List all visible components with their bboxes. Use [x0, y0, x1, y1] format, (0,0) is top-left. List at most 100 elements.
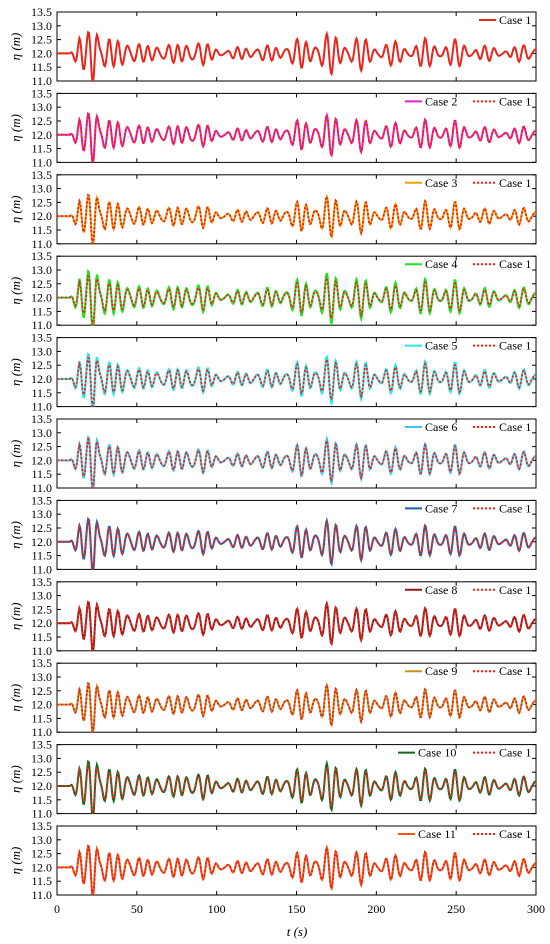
series-line-reference-case-1 [57, 519, 536, 570]
y-tick-label: 13.0 [31, 833, 52, 847]
y-tick-label: 11.5 [31, 793, 52, 807]
y-axis-label: η (m) [8, 195, 23, 223]
panel-9: 11.011.512.012.513.013.5η (m)Case 9 Case … [8, 656, 537, 739]
series-line-case-3 [57, 193, 536, 244]
y-tick-label: 11.0 [31, 400, 52, 414]
legend-label: Case 7 [425, 501, 457, 515]
legend-label: Case 6 [425, 420, 457, 434]
y-tick-label: 12.5 [31, 521, 52, 535]
y-tick-label: 11.5 [31, 467, 52, 481]
y-axis-label: η (m) [8, 358, 23, 386]
y-tick-label: 13.0 [31, 589, 52, 603]
legend-label-reference: Case 1 [499, 420, 531, 434]
legend-label: Case 1 [499, 13, 531, 27]
y-tick-label: 13.5 [31, 738, 52, 752]
y-tick-label: 12.5 [31, 765, 52, 779]
y-tick-label: 13.0 [31, 344, 52, 358]
legend: Case 8 Case 1 [405, 583, 531, 597]
legend-label: Case 9 [425, 664, 457, 678]
legend-label-reference: Case 1 [499, 746, 531, 760]
y-tick-label: 11.0 [31, 807, 52, 821]
y-tick-label: 12.0 [31, 453, 52, 467]
y-tick-label: 13.5 [31, 5, 52, 19]
y-tick-label: 12.0 [31, 860, 52, 874]
legend: Case 10 Case 1 [398, 746, 531, 760]
panel-5: 11.011.512.012.513.013.5η (m)Case 5 Case … [8, 331, 537, 414]
legend-label: Case 8 [425, 583, 457, 597]
legend-label-reference: Case 1 [499, 94, 531, 108]
y-tick-label: 12.0 [31, 46, 52, 60]
y-tick-label: 11.0 [31, 725, 52, 739]
y-tick-label: 13.5 [31, 575, 52, 589]
y-tick-label: 13.5 [31, 819, 52, 833]
panel-8: 11.011.512.012.513.013.5η (m)Case 8 Case … [8, 575, 537, 658]
y-tick-label: 12.0 [31, 535, 52, 549]
series-line-case-10 [57, 759, 536, 814]
y-axis-label: η (m) [8, 114, 23, 142]
y-tick-label: 11.5 [31, 874, 52, 888]
y-tick-label: 11.5 [31, 60, 52, 74]
y-tick-label: 11.0 [31, 318, 52, 332]
y-tick-label: 12.5 [31, 114, 52, 128]
y-tick-label: 13.0 [31, 100, 52, 114]
x-tick-label: 100 [208, 902, 226, 916]
series-line-case-1 [57, 30, 536, 81]
series-line-case-8 [57, 600, 536, 651]
y-tick-label: 12.5 [31, 195, 52, 209]
y-tick-label: 13.0 [31, 426, 52, 440]
series-line-reference-case-1 [57, 274, 536, 326]
legend-label: Case 11 [418, 827, 456, 841]
y-tick-label: 12.0 [31, 779, 52, 793]
y-axis-label: η (m) [8, 765, 23, 793]
x-tick-label: 200 [367, 902, 385, 916]
y-tick-label: 13.5 [31, 493, 52, 507]
y-tick-label: 13.5 [31, 412, 52, 426]
x-tick-label: 150 [288, 902, 306, 916]
y-tick-label: 13.0 [31, 19, 52, 33]
series-line-reference-case-1 [57, 600, 536, 651]
y-axis-label: η (m) [8, 521, 23, 549]
legend-label: Case 4 [425, 257, 457, 271]
panel-2: 11.011.512.012.513.013.5η (m)Case 2 Case … [8, 86, 537, 169]
y-tick-label: 11.0 [31, 237, 52, 251]
y-tick-label: 12.5 [31, 277, 52, 291]
y-tick-label: 11.5 [31, 711, 52, 725]
series-line-case-4 [57, 269, 536, 326]
y-tick-label: 12.0 [31, 372, 52, 386]
y-tick-label: 11.0 [31, 888, 52, 902]
panel-1: 11.011.512.012.513.013.5 η (m) Case 1 [8, 5, 537, 88]
legend: Case 5 Case 1 [405, 339, 531, 353]
y-tick-label: 13.5 [31, 249, 52, 263]
y-tick-label: 11.5 [31, 142, 52, 156]
legend: Case 4 Case 1 [405, 257, 531, 271]
y-tick-label: 13.5 [31, 86, 52, 100]
legend: Case 11 Case 1 [398, 827, 531, 841]
panel-11: 11.011.512.012.513.013.5 η (m) Case 11 Case… [8, 819, 537, 902]
y-tick-label: 12.5 [31, 847, 52, 861]
legend: Case 6 Case 1 [405, 420, 531, 434]
x-axis-label: t (s) [287, 924, 308, 939]
y-tick-label: 13.5 [31, 656, 52, 670]
y-tick-label: 13.0 [31, 263, 52, 277]
y-tick-label: 12.0 [31, 209, 52, 223]
y-tick-label: 11.5 [31, 386, 52, 400]
y-tick-label: 11.5 [31, 304, 52, 318]
legend-label-reference: Case 1 [499, 583, 531, 597]
y-tick-label: 12.0 [31, 128, 52, 142]
y-tick-label: 12.5 [31, 33, 52, 47]
y-tick-label: 11.5 [31, 630, 52, 644]
y-tick-label: 11.0 [31, 155, 52, 169]
y-tick-label: 13.0 [31, 670, 52, 684]
y-axis-label: η (m) [8, 33, 23, 61]
y-tick-label: 11.0 [31, 562, 52, 576]
legend-label: Case 3 [425, 176, 457, 190]
legend-label: Case 5 [425, 339, 457, 353]
legend-label-reference: Case 1 [499, 501, 531, 515]
y-axis-label: η (m) [8, 277, 23, 305]
y-tick-label: 12.0 [31, 616, 52, 630]
y-tick-label: 11.0 [31, 644, 52, 658]
legend-label-reference: Case 1 [499, 664, 531, 678]
y-tick-label: 12.5 [31, 358, 52, 372]
y-axis-label: η (m) [8, 847, 23, 875]
